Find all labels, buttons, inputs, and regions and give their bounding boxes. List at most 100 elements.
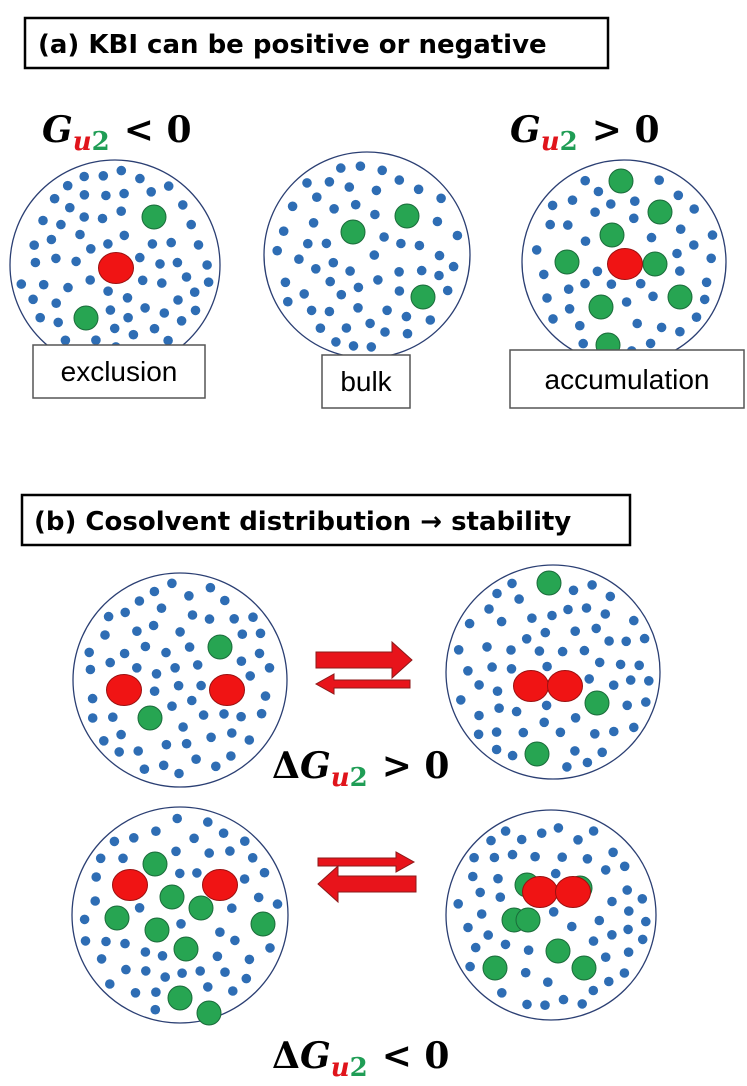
solvent-dot (281, 278, 291, 288)
state-label: bulk (340, 366, 392, 397)
solvent-dot (474, 730, 484, 740)
solvent-dot (342, 323, 352, 333)
solvent-dot (580, 279, 590, 289)
solvent-dot (507, 664, 517, 674)
solvent-dot (220, 596, 230, 606)
solvent-dot (110, 837, 120, 847)
solvent-dot (607, 930, 617, 940)
solvent-dot (507, 579, 517, 589)
solvent-dot (706, 253, 716, 263)
solvent-dot (465, 962, 475, 972)
solvent-dot (345, 182, 355, 192)
cosolvent (516, 908, 540, 932)
solvent-dot (453, 899, 463, 909)
solvent-dot (202, 260, 212, 270)
subscript: 2 (92, 127, 110, 157)
solvent-dot (584, 674, 594, 684)
solvent-dot (80, 190, 90, 200)
solvent-dot (195, 966, 205, 976)
solvent-dot (108, 712, 118, 722)
cosolvent (105, 906, 129, 930)
solvent-dot (604, 636, 614, 646)
solvent-dot (227, 728, 237, 738)
solvent-dot (166, 238, 176, 248)
solvent-dot (616, 660, 626, 670)
solvent-dot (654, 175, 664, 185)
symbol: G (300, 1035, 331, 1077)
solvent-dot (396, 239, 406, 249)
forward-arrow (318, 852, 414, 872)
solvent-dot (151, 987, 161, 997)
solvent-dot (595, 916, 605, 926)
solvent-dot (545, 220, 555, 230)
subscript: u (331, 1053, 350, 1083)
solvent-dot (471, 943, 481, 953)
solvent-dot (260, 868, 270, 878)
solvent-dot (606, 592, 616, 602)
forward-arrow (316, 642, 412, 678)
solvent-dot (601, 865, 611, 875)
solvent-dot (395, 286, 405, 296)
solvent-dot (245, 735, 255, 745)
solvent-dot (620, 968, 630, 978)
solvent-dot (302, 178, 312, 188)
solvent-dot (103, 239, 113, 249)
solvent-dot (219, 828, 229, 838)
solvent-dot (443, 286, 453, 296)
solvent-dot (190, 287, 200, 297)
solvent-dot (91, 335, 101, 345)
solvent-dot (514, 594, 524, 604)
solvent-dot (288, 202, 298, 212)
solvent-dot (624, 906, 634, 916)
solvent-dot (657, 323, 667, 333)
solvent-dot (199, 710, 209, 720)
solvent-dot (312, 192, 322, 202)
solvent-dot (583, 854, 593, 864)
solvent-dot (211, 762, 221, 772)
solvent-dot (121, 965, 131, 975)
solvent-dot (590, 207, 600, 217)
solvent-dot (622, 297, 632, 307)
solvent-dot (577, 999, 587, 1009)
solvent-dot (590, 729, 600, 739)
solvent-dot (482, 642, 492, 652)
solvent-dot (204, 848, 214, 858)
solute (107, 675, 142, 706)
solvent-dot (477, 909, 487, 919)
solvent-dot (135, 174, 145, 184)
solvent-dot (98, 214, 108, 224)
solvent-dot (35, 313, 45, 323)
solvent-dot (178, 200, 188, 210)
solvent-dot (621, 637, 631, 647)
solvent-dot (283, 297, 293, 307)
kbi-label: Gu2> 0 (510, 109, 660, 157)
solvent-dot (162, 740, 172, 750)
solvent-dot (522, 634, 532, 644)
solvent-dot (580, 176, 590, 186)
solvent-dot (675, 327, 685, 337)
solvent-dot (382, 306, 392, 316)
solvent-dot (150, 686, 160, 696)
solvent-dot (367, 342, 377, 352)
state-label: accumulation (545, 364, 710, 395)
solvent-dot (700, 295, 710, 305)
solvent-dot (240, 836, 250, 846)
solvent-dot (581, 236, 591, 246)
solvent-dot (629, 214, 639, 224)
solvent-dot (141, 947, 151, 957)
solvent-dot (453, 231, 463, 241)
solvent-dot (542, 701, 552, 711)
solvent-dot (307, 306, 317, 316)
solvent-dot (230, 936, 240, 946)
solvent-dot (623, 925, 633, 935)
solvent-dot (634, 661, 644, 671)
solvent-dot (501, 940, 511, 950)
subscript: 2 (560, 127, 578, 157)
solvent-dot (609, 680, 619, 690)
solvent-dot (563, 220, 573, 230)
solvent-dot (394, 267, 404, 277)
solvent-dot (56, 220, 66, 230)
cosolvent (525, 742, 549, 766)
solvent-dot (88, 713, 98, 723)
solvent-dot (629, 723, 639, 733)
